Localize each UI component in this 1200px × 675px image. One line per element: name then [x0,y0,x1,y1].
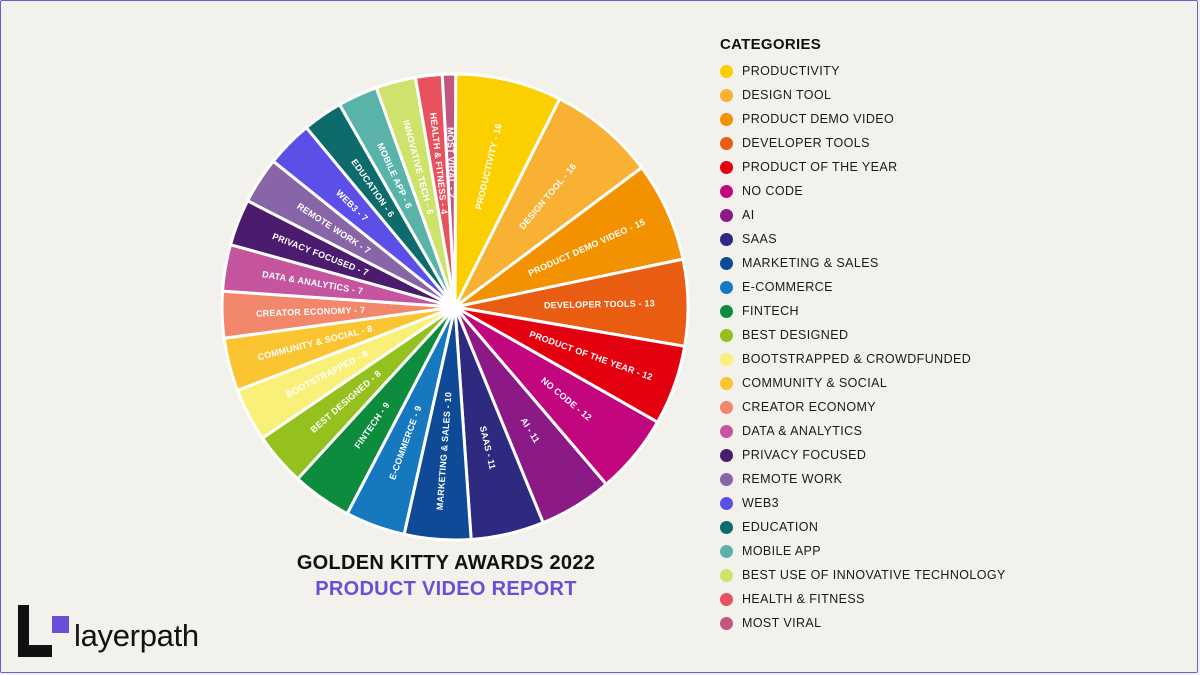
legend-label: BOOTSTRAPPED & CROWDFUNDED [742,352,972,366]
legend-item: CREATOR ECONOMY [720,395,1006,419]
legend-item: E-COMMERCE [720,275,1006,299]
pie-slice [453,72,562,309]
legend-swatch [720,496,733,510]
legend-label: DESIGN TOOL [742,88,832,102]
legend-label: REMOTE WORK [742,472,843,486]
legend-item: EDUCATION [720,515,1006,539]
legend-item: PRODUCT DEMO VIDEO [720,107,1006,131]
legend-item: PRODUCT OF THE YEAR [720,155,1006,179]
legend-swatch [720,568,733,582]
legend-item: DEVELOPER TOOLS [720,131,1006,155]
pie-slice [453,97,644,309]
legend-label: AI [742,208,755,222]
legend-label: DEVELOPER TOOLS [742,136,870,150]
legend-swatch [720,472,733,486]
legend-label: DATA & ANALYTICS [742,424,863,438]
legend-swatch [720,160,733,174]
pie-slice-label: DEVELOPER TOOLS - 13 [544,298,655,310]
layerpath-logo-mark [18,605,72,657]
legend-item: REMOTE WORK [720,467,1006,491]
pie-slice-label: CREATOR ECONOMY - 7 [256,305,366,319]
legend-title: CATEGORIES [720,36,822,53]
legend-label: PRODUCT OF THE YEAR [742,160,898,174]
legend-label: CREATOR ECONOMY [742,400,877,414]
pie-chart: PRODUCTIVITY - 16 DESIGN TOOL - 16PRODUCT… [220,72,690,542]
legend-item: MOST VIRAL [720,611,1006,635]
legend-swatch [720,400,733,414]
legend-label: NO CODE [742,184,804,198]
legend-item: FINTECH [720,299,1006,323]
legend-label: WEB3 [742,496,780,510]
legend-swatch [720,424,733,438]
legend-label: MARKETING & SALES [742,256,879,270]
legend-label: BEST USE OF INNOVATIVE TECHNOLOGY [742,568,1006,582]
legend-swatch [720,232,733,246]
pie-center [451,303,459,311]
legend-label: EDUCATION [742,520,819,534]
legend-label: BEST DESIGNED [742,328,849,342]
legend-item: PRIVACY FOCUSED [720,443,1006,467]
logo-wordmark: layerpath [74,618,199,653]
pie-slice-label: MOST VIRAL - 2 [445,127,457,198]
legend-swatch [720,352,733,366]
legend-items: PRODUCTIVITY DESIGN TOOL PRODUCT DEMO VIDE… [720,59,1006,635]
legend-item: MARKETING & SALES [720,251,1006,275]
legend-swatch [720,64,733,78]
legend-item: NO CODE [720,179,1006,203]
chart-subtitle: PRODUCT VIDEO REPORT [315,578,577,600]
legend-label: COMMUNITY & SOCIAL [742,376,888,390]
legend-item: WEB3 [720,491,1006,515]
legend-item: HEALTH & FITNESS [720,587,1006,611]
chart-title-block: GOLDEN KITTY AWARDS 2022 PRODUCT VIDEO R… [260,552,632,601]
legend-item: SAAS [720,227,1006,251]
legend-swatch [720,592,733,606]
legend-swatch [720,304,733,318]
legend-label: HEALTH & FITNESS [742,592,865,606]
chart-title: GOLDEN KITTY AWARDS 2022 [296,552,596,574]
legend-swatch [720,208,733,222]
legend-label: SAAS [742,232,777,246]
legend-swatch [720,280,733,294]
legend-item: AI [720,203,1006,227]
legend-label: PRODUCTIVITY [742,64,840,78]
pie-slice [440,72,458,309]
legend-item: DATA & ANALYTICS [720,419,1006,443]
legend: CATEGORIES PRODUCTIVITY DESIGN TOOL PRODUC… [720,36,1006,635]
legend-swatch [720,544,733,558]
legend-item: PRODUCTIVITY [720,59,1006,83]
legend-label: MOST VIRAL [742,616,822,630]
legend-label: FINTECH [742,304,799,318]
legend-item: DESIGN TOOL [720,83,1006,107]
legend-swatch [720,136,733,150]
legend-swatch [720,112,733,126]
legend-item: MOBILE APP [720,539,1006,563]
legend-swatch [720,448,733,462]
legend-swatch [720,256,733,270]
legend-swatch [720,616,733,630]
legend-item: BEST USE OF INNOVATIVE TECHNOLOGY [720,563,1006,587]
legend-label: MOBILE APP [742,544,822,558]
legend-item: BOOTSTRAPPED & CROWDFUNDED [720,347,1006,371]
legend-swatch [720,184,733,198]
layerpath-logo: layerpath [18,605,199,657]
legend-swatch [720,88,733,102]
legend-swatch [720,520,733,534]
legend-swatch [720,376,733,390]
legend-label: E-COMMERCE [742,280,833,294]
legend-label: PRODUCT DEMO VIDEO [742,112,895,126]
legend-item: COMMUNITY & SOCIAL [720,371,1006,395]
legend-item: BEST DESIGNED [720,323,1006,347]
legend-label: PRIVACY FOCUSED [742,448,867,462]
legend-swatch [720,328,733,342]
